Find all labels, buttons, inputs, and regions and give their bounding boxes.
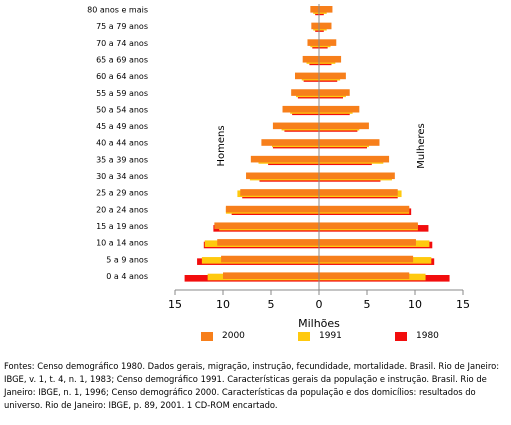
- x-tick-label-6: 15: [456, 298, 470, 311]
- bar-men-2000-40-a-44-anos: [261, 139, 319, 146]
- legend-swatch-1991: [298, 331, 310, 341]
- bar-men-2000-35-a-39-anos: [250, 155, 319, 163]
- legend-item-2000: 2000: [201, 331, 245, 341]
- bar-men-2000-80-anos-e-mais: [310, 6, 319, 13]
- bar-women-2000-40-a-44-anos: [319, 139, 380, 146]
- bar-men-2000-5-a-9-anos: [221, 255, 319, 263]
- bar-women-2000-60-a-64-anos: [319, 72, 346, 80]
- bar-men-2000-20-a-24-anos: [225, 205, 319, 213]
- bar-women-2000-10-a-14-anos: [319, 239, 416, 246]
- category-label-45-a-49-anos: 45 a 49 anos: [96, 122, 148, 131]
- bar-men-2000-70-a-74-anos: [307, 39, 319, 46]
- population-pyramid-chart: 80 anos e mais 75 a 79 anos 70 a 74 anos 65…: [87, 4, 470, 330]
- category-label-70-a-74-anos: 70 a 74 anos: [96, 39, 148, 48]
- bar-women-2000-20-a-24-anos: [319, 205, 410, 213]
- side-label-women: Mulheres: [416, 123, 427, 169]
- x-tick-label-1: 10: [216, 298, 230, 311]
- category-label-75-a-79-anos: 75 a 79 anos: [96, 22, 148, 31]
- bar-women-2000-75-a-79-anos: [319, 22, 332, 30]
- bar-women-2000-30-a-34-anos: [319, 172, 395, 180]
- source-note: Fontes: Censo demográfico 1980. Dados ge…: [4, 361, 500, 410]
- x-tick-label-3: 0: [316, 298, 323, 311]
- bar-men-2000-50-a-54-anos: [282, 105, 319, 113]
- category-label-0-a-4-anos: 0 a 4 anos: [106, 272, 148, 281]
- legend-label-2000: 2000: [222, 331, 245, 341]
- bar-women-2000-0-a-4-anos: [319, 272, 410, 279]
- bar-men-2000-55-a-59-anos: [291, 89, 319, 96]
- bar-women-2000-5-a-9-anos: [319, 255, 414, 263]
- bar-men-2000-15-a-19-anos: [214, 222, 319, 230]
- bar-women-2000-80-anos-e-mais: [319, 6, 333, 13]
- bar-women-2000-55-a-59-anos: [319, 89, 350, 96]
- category-label-60-a-64-anos: 60 a 64 anos: [96, 72, 148, 81]
- category-label-30-a-34-anos: 30 a 34 anos: [96, 172, 148, 181]
- legend-item-1980: 1980: [395, 331, 439, 341]
- bar-men-2000-65-a-69-anos: [302, 55, 319, 63]
- category-label-40-a-44-anos: 40 a 44 anos: [96, 139, 148, 148]
- category-label-35-a-39-anos: 35 a 39 anos: [96, 155, 148, 164]
- legend-swatch-1980: [395, 331, 407, 341]
- bar-women-2000-65-a-69-anos: [319, 55, 342, 63]
- bar-men-2000-30-a-34-anos: [246, 172, 319, 180]
- bar-women-2000-35-a-39-anos: [319, 155, 390, 163]
- x-tick-label-0: 15: [168, 298, 182, 311]
- legend-label-1980: 1980: [416, 331, 439, 341]
- bar-women-2000-25-a-29-anos: [319, 189, 398, 196]
- category-label-50-a-54-anos: 50 a 54 anos: [96, 105, 148, 114]
- category-label-65-a-69-anos: 65 a 69 anos: [96, 55, 148, 64]
- legend-swatch-2000: [201, 331, 213, 341]
- bar-women-2000-70-a-74-anos: [319, 39, 337, 46]
- chart-legend: 2000 1991 1980: [0, 331, 511, 351]
- bar-men-2000-45-a-49-anos: [272, 122, 319, 130]
- legend-item-1991: 1991: [298, 331, 342, 341]
- bar-men-2000-10-a-14-anos: [217, 239, 319, 246]
- x-tick-label-2: 5: [268, 298, 275, 311]
- x-axis-title: Milhões: [298, 317, 340, 330]
- category-label-20-a-24-anos: 20 a 24 anos: [96, 205, 148, 214]
- bar-women-2000-50-a-54-anos: [319, 105, 360, 113]
- bar-women-2000-45-a-49-anos: [319, 122, 369, 130]
- category-label-5-a-9-anos: 5 a 9 anos: [106, 255, 148, 264]
- bar-men-2000-0-a-4-anos: [223, 272, 319, 279]
- category-label-55-a-59-anos: 55 a 59 anos: [96, 89, 148, 98]
- category-label-25-a-29-anos: 25 a 29 anos: [96, 189, 148, 198]
- bar-women-2000-15-a-19-anos: [319, 222, 418, 230]
- bar-men-2000-60-a-64-anos: [295, 72, 319, 80]
- x-tick-label-5: 10: [408, 298, 422, 311]
- category-label-10-a-14-anos: 10 a 14 anos: [96, 239, 148, 248]
- bar-men-2000-75-a-79-anos: [311, 22, 319, 30]
- category-label-80-anos-e-mais: 80 anos e mais: [87, 6, 148, 15]
- category-label-15-a-19-anos: 15 a 19 anos: [96, 222, 148, 231]
- legend-label-1991: 1991: [319, 331, 342, 341]
- x-tick-label-4: 5: [364, 298, 371, 311]
- bar-men-2000-25-a-29-anos: [240, 189, 319, 196]
- side-label-men: Homens: [216, 125, 227, 166]
